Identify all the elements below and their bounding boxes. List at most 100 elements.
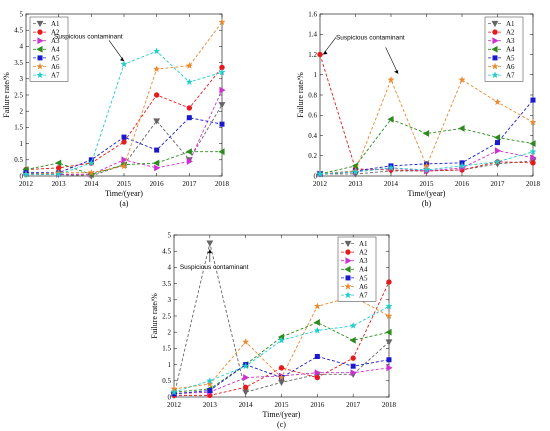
data-point-A6	[313, 302, 321, 310]
panel-caption: (a)	[120, 199, 129, 208]
data-point-A5	[530, 97, 536, 103]
chart-panel-c: 0 0.5 1 1.5 2 2.5 3 3.5 4 4.5 5 2012 2013 2014 2015 201…	[150, 231, 397, 429]
legend-label: A7	[51, 72, 60, 80]
legend-marker	[491, 71, 499, 79]
legend-label: A6	[51, 63, 60, 71]
y-tick-label: 0.4	[308, 132, 317, 140]
data-point-A1	[242, 389, 250, 396]
legend-marker	[36, 71, 44, 79]
data-point-A2	[186, 105, 193, 111]
legend-marker	[36, 45, 43, 53]
data-point-A1	[218, 102, 226, 109]
annotation-arrow-2	[385, 47, 399, 74]
data-point-A6	[87, 168, 95, 176]
data-point-A3	[121, 156, 128, 164]
legend-label: A5	[506, 54, 515, 62]
data-point-A5	[386, 357, 392, 363]
data-point-A7	[316, 170, 324, 178]
legend-marker	[491, 45, 498, 53]
legend-label: A2	[359, 249, 368, 257]
data-point-A3	[219, 86, 226, 94]
data-point-A7	[385, 302, 393, 310]
legend-label: A4	[51, 46, 60, 54]
annotation-arrowhead	[207, 249, 212, 254]
data-point-A7	[206, 377, 214, 384]
annotation: Suspicious contaminant	[322, 34, 405, 74]
x-tick-label: 2013	[52, 180, 67, 188]
x-axis-label: Time/(year)	[105, 189, 143, 198]
y-tick-label: 4	[168, 264, 172, 272]
y-tick-label: 5	[20, 10, 24, 18]
data-point-A2	[314, 374, 321, 381]
data-point-A6	[242, 338, 250, 345]
y-tick-label: 1.6	[308, 10, 317, 18]
data-point-A2	[317, 51, 323, 58]
x-tick-label: 2015	[420, 180, 435, 188]
legend-label: A3	[506, 37, 515, 45]
data-point-A4	[385, 328, 392, 336]
data-point-A2	[386, 279, 392, 285]
data-point-A7	[422, 166, 431, 173]
data-point-A5	[186, 115, 192, 121]
legend-label: A5	[51, 54, 60, 62]
data-point-A6	[218, 18, 226, 26]
data-point-A5	[495, 140, 500, 146]
legend-marker	[344, 265, 351, 273]
y-tick-label: 1	[168, 361, 172, 369]
y-tick-label: 0	[314, 172, 318, 180]
legend-label: A3	[51, 37, 60, 45]
chart-panel-b: 0 0.2 0.4 0.6 0.8 1 1.2 1.4 1.6 2012 2013 2014 2015 2…	[296, 10, 541, 208]
annotation: Suspicious contaminant	[180, 249, 249, 271]
annotation-text: Suspicious contaminant	[336, 34, 405, 41]
x-tick-label: 2012	[313, 180, 328, 188]
data-point-A5	[219, 121, 225, 127]
data-point-A1	[278, 379, 285, 387]
x-tick-label: 2012	[19, 180, 34, 188]
y-tick-label: 0.6	[308, 112, 317, 120]
data-point-A4	[55, 159, 62, 167]
annotation-arrowhead-2	[394, 70, 399, 74]
legend-label: A2	[51, 29, 60, 37]
y-tick-label: 0.8	[308, 91, 317, 99]
data-point-A4	[387, 115, 394, 123]
x-tick-label: 2012	[167, 401, 182, 409]
legend-marker	[491, 20, 499, 28]
panel-caption: (c)	[277, 420, 286, 429]
x-tick-label: 2014	[84, 180, 99, 188]
data-point-A7	[493, 158, 502, 165]
x-tick-label: 2015	[275, 401, 290, 409]
legend-label: A1	[359, 240, 368, 248]
data-point-A6	[458, 76, 466, 83]
annotation-text: Suspicious contaminant	[54, 33, 123, 40]
data-point-A7	[242, 362, 250, 370]
data-point-A4	[493, 134, 501, 141]
y-axis-label: Failure rate/%	[2, 72, 11, 118]
series-A7	[316, 147, 537, 178]
x-tick-label: 2013	[349, 180, 364, 188]
legend-marker	[345, 249, 351, 255]
series-A2	[171, 279, 392, 399]
legend-marker	[36, 20, 44, 28]
y-tick-label: 1.4	[308, 31, 317, 39]
legend-marker	[344, 240, 352, 248]
x-tick-label: 2018	[382, 401, 397, 409]
data-point-A5	[121, 134, 127, 140]
data-point-A1	[206, 240, 214, 247]
x-axis-label: Time/(year)	[408, 189, 446, 198]
chart-panel-a: 0 0.5 1 1.5 2 2.5 3 3.5 4 4.5 5 2012 2013 2014 2015 201…	[2, 10, 230, 208]
legend-box	[337, 236, 377, 302]
series-A7	[170, 302, 393, 396]
y-tick-label: 1.5	[14, 124, 23, 132]
legend-marker	[37, 37, 44, 45]
y-tick-label: 3.5	[14, 59, 23, 67]
data-point-A6	[153, 65, 161, 73]
data-point-A7	[458, 162, 466, 169]
data-point-A3	[386, 364, 393, 372]
legend-marker	[492, 37, 499, 45]
x-tick-label: 2013	[203, 401, 218, 409]
y-tick-label: 2	[20, 108, 24, 116]
y-tick-label: 1	[20, 140, 24, 148]
x-tick-label: 2017	[491, 180, 506, 188]
